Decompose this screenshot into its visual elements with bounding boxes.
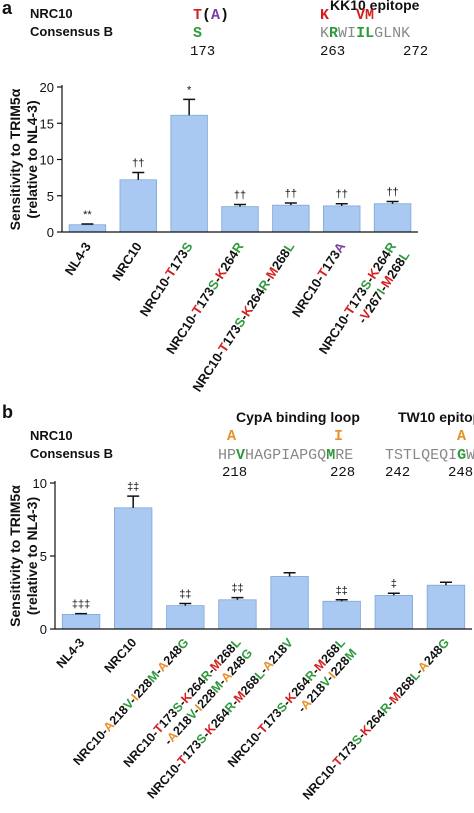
y-tick-label: 5 xyxy=(47,189,54,204)
position: 242 xyxy=(385,465,410,481)
residue: I xyxy=(334,428,343,445)
residue: K xyxy=(320,7,329,24)
bar xyxy=(61,614,101,630)
significance-label: ‡‡ xyxy=(127,481,139,493)
bar xyxy=(270,576,309,630)
bar xyxy=(426,584,466,630)
error-bar xyxy=(183,98,196,116)
y-tick-label: 15 xyxy=(40,116,54,131)
row-label: Consensus B xyxy=(30,446,113,461)
row-label: NRC10 xyxy=(30,6,73,21)
y-tick-label: 20 xyxy=(40,80,54,95)
residue: VM xyxy=(356,7,374,24)
significance-label: ‡‡ xyxy=(336,585,348,597)
error-bar xyxy=(179,602,192,606)
y-tick-label: 10 xyxy=(40,153,54,168)
row-label: Consensus B xyxy=(30,24,113,39)
significance-label: †† xyxy=(132,158,144,170)
error-bar xyxy=(386,200,399,204)
y-tick-label: 5 xyxy=(40,549,47,564)
significance-label: †† xyxy=(234,189,246,201)
significance-label: ‡‡ xyxy=(179,588,191,600)
x-tick-label: NRC10-T173S xyxy=(137,239,196,319)
error-bar xyxy=(335,599,348,602)
error-bar xyxy=(439,581,452,586)
epitope-label: KK10 epitope xyxy=(330,0,420,13)
x-tick-label: NRC10 xyxy=(102,636,140,676)
bar xyxy=(373,203,412,233)
y-tick-label: 0 xyxy=(40,622,47,637)
bar xyxy=(170,114,208,233)
x-tick-label: NRC10-T173A xyxy=(289,239,349,320)
error-bar xyxy=(284,202,297,206)
residue: T(A) xyxy=(193,7,229,24)
y-axis-label: Sensitivity to TRIM5α xyxy=(7,88,23,230)
position: 248 xyxy=(448,465,473,481)
residue: A xyxy=(457,428,466,445)
position: 263 xyxy=(320,44,345,60)
error-bar xyxy=(81,223,94,225)
bar xyxy=(221,206,259,233)
bar xyxy=(218,599,257,630)
error-bar xyxy=(283,572,296,577)
bar xyxy=(322,600,361,630)
x-tick-label: NL4-3 xyxy=(62,239,94,277)
panel-label: a xyxy=(2,0,13,18)
significance-label: ‡‡‡ xyxy=(72,599,90,611)
consensus-sequence: TSTLQEQIGW xyxy=(385,447,474,464)
significance-label: ‡ xyxy=(391,578,397,590)
error-bar xyxy=(335,202,348,206)
error-bar xyxy=(75,612,88,615)
bar xyxy=(68,224,107,233)
row-label: NRC10 xyxy=(30,428,73,443)
x-tick-label: NRC10 xyxy=(109,239,145,283)
panel-label: b xyxy=(2,402,13,422)
x-tick-label: NL4-3 xyxy=(54,636,88,671)
x-tick-label: NRC10-T173S-K264R-M268L xyxy=(189,239,297,394)
position: 272 xyxy=(403,44,428,60)
y-tick-label: 10 xyxy=(33,476,47,491)
bar xyxy=(272,204,310,233)
error-bar xyxy=(387,592,400,596)
significance-label: ‡‡ xyxy=(231,583,243,595)
y-axis-label: (relative to NL4-3) xyxy=(24,100,40,218)
error-bar xyxy=(127,495,140,508)
significance-label: * xyxy=(187,84,192,96)
consensus-residue: S xyxy=(193,25,202,42)
significance-label: †† xyxy=(386,187,398,199)
position: 228 xyxy=(330,465,355,481)
consensus-sequence: HPVHAGPIAPGQMRE xyxy=(218,447,353,464)
significance-label: †† xyxy=(336,189,348,201)
bar xyxy=(114,507,153,630)
error-bar xyxy=(234,203,246,207)
residue: A xyxy=(227,428,236,445)
y-axis-label: Sensitivity to TRIM5α xyxy=(7,485,23,627)
significance-label: ** xyxy=(83,209,92,221)
bar xyxy=(166,605,205,630)
bar xyxy=(119,179,157,233)
region-label: CypA binding loop xyxy=(236,409,360,425)
y-axis-label: (relative to NL4-3) xyxy=(24,497,40,615)
bar xyxy=(323,205,361,233)
significance-label: †† xyxy=(285,188,297,200)
error-bar xyxy=(231,596,244,600)
position: 173 xyxy=(190,44,215,60)
epitope-label: TW10 epitope xyxy=(398,409,474,425)
bar xyxy=(374,595,413,630)
consensus-sequence: KRWIILGLNK xyxy=(320,25,410,42)
error-bar xyxy=(132,171,145,180)
position: 218 xyxy=(222,465,247,481)
y-tick-label: 0 xyxy=(47,225,54,240)
